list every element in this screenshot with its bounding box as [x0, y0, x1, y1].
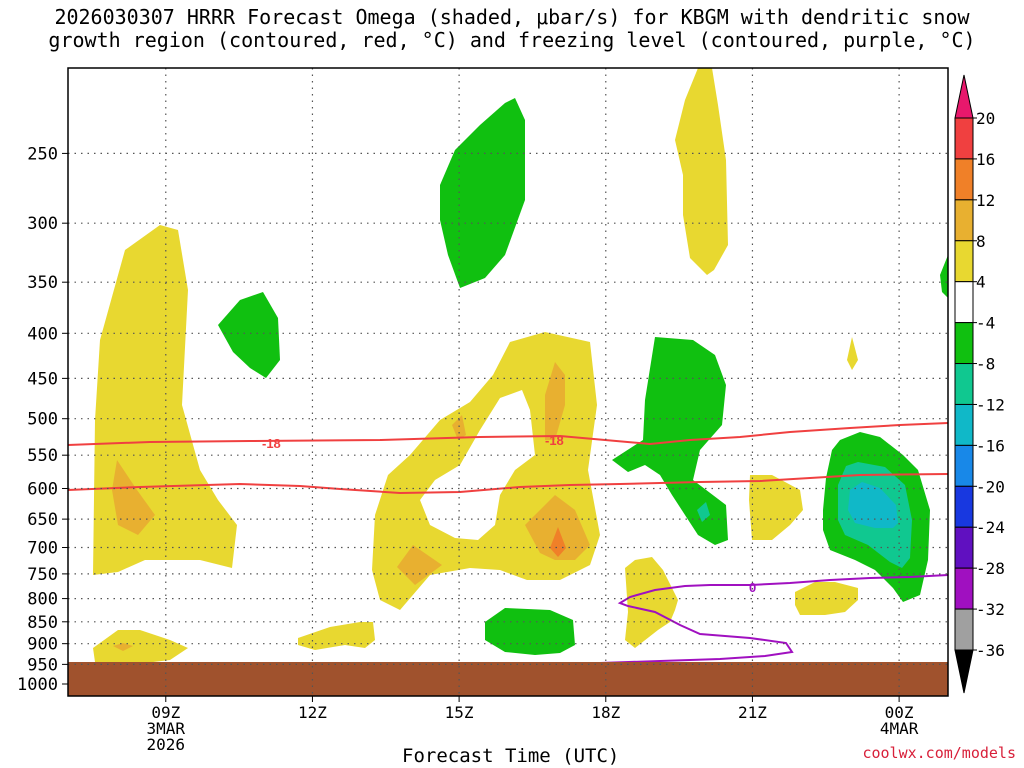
plot-area	[68, 68, 948, 696]
x-tick-label: 4MAR	[880, 719, 919, 738]
x-tick-label: 09Z	[151, 703, 180, 722]
chart-title-line2: growth region (contoured, red, °C) and f…	[48, 28, 976, 52]
colorbar-swatch	[954, 117, 974, 160]
colorbar-label: -36	[976, 641, 1005, 660]
colorbar-swatch	[954, 199, 974, 242]
colorbar-label: 20	[976, 109, 995, 128]
site-credit: coolwx.com/models	[862, 744, 1016, 762]
y-tick-label: 800	[27, 590, 58, 610]
colorbar-swatch	[954, 240, 974, 283]
omega-region-yellow	[675, 68, 728, 275]
x-tick-label: 2026	[147, 735, 186, 754]
dgz-top-contour-label: -18	[262, 436, 281, 451]
colorbar-label: -16	[976, 436, 1005, 455]
colorbar-label: 8	[976, 232, 986, 251]
omega-region-orange	[545, 362, 565, 440]
colorbar-label: -4	[976, 314, 995, 333]
colorbar-label: -12	[976, 395, 1005, 414]
colorbar-label: -20	[976, 477, 1005, 496]
freezing-level-contour	[537, 574, 948, 666]
colorbar-label: 4	[976, 273, 986, 292]
x-axis-title: Forecast Time (UTC)	[402, 745, 620, 767]
omega-region-teal	[697, 502, 710, 522]
omega-region-orange	[452, 415, 466, 440]
omega-region-yellow	[749, 475, 803, 540]
y-tick-label: 750	[27, 565, 58, 585]
omega-region-yellow	[625, 557, 678, 648]
gridlines	[68, 68, 948, 696]
y-tick-label: 300	[27, 214, 58, 234]
omega-region-yellow	[298, 622, 375, 650]
colorbar-swatch	[954, 322, 974, 365]
omega-region-green	[485, 608, 575, 655]
y-tick-label: 400	[27, 324, 58, 344]
chart-title-line1: 2026030307 HRRR Forecast Omega (shaded, …	[54, 5, 970, 29]
y-tick-label: 700	[27, 538, 58, 558]
omega-region-green	[440, 98, 525, 288]
colorbar: 20 16 12 8 4 -4 -8 -12 -16 -20 -24 -28 -32 -36	[954, 74, 1005, 694]
colorbar-swatch	[954, 158, 974, 201]
colorbar-swatch	[954, 403, 974, 446]
x-tick-label: 3MAR	[147, 719, 186, 738]
y-tick-label: 600	[27, 479, 58, 499]
omega-region-yellow	[93, 630, 188, 665]
colorbar-swatch	[954, 485, 974, 528]
y-tick-label: 950	[27, 655, 58, 675]
colorbar-swatch	[954, 281, 974, 324]
x-tick-label: 21Z	[738, 703, 767, 722]
y-tick-label: 900	[27, 635, 58, 655]
freezing-level-contour-label: 0	[749, 580, 756, 595]
colorbar-label: 16	[976, 150, 995, 169]
y-tick-label: 850	[27, 613, 58, 633]
omega-region-orange	[525, 495, 590, 560]
omega-region-red	[550, 527, 566, 557]
y-tick-label: 500	[27, 410, 58, 430]
omega-region-cyan	[848, 482, 898, 528]
terrain	[68, 662, 948, 696]
y-axis: 2503003504004505005506006507007508008509…	[17, 144, 68, 695]
x-tick-label: 15Z	[445, 703, 474, 722]
omega-region-green	[940, 255, 948, 298]
colorbar-bottom-arrow	[954, 649, 974, 694]
colorbar-swatch	[954, 363, 974, 405]
colorbar-swatch	[954, 444, 974, 487]
dgz-bottom-contour	[68, 473, 948, 495]
dgz-top-contour-label: -18	[545, 433, 564, 448]
omega-region-green	[218, 292, 280, 378]
omega-region-yellow	[847, 337, 858, 370]
omega-region-yellow	[93, 225, 237, 575]
y-tick-label: 550	[27, 446, 58, 466]
colorbar-swatch	[954, 567, 974, 610]
colorbar-swatch	[954, 608, 974, 651]
colorbar-top-arrow	[954, 74, 974, 119]
y-tick-label: 250	[27, 144, 58, 164]
colorbar-swatch	[954, 526, 974, 569]
omega-region-orange	[397, 545, 442, 585]
x-tick-label: 18Z	[591, 703, 620, 722]
colorbar-label: -32	[976, 600, 1005, 619]
y-tick-label: 350	[27, 273, 58, 293]
colorbar-label: -24	[976, 518, 1005, 537]
colorbar-label: 12	[976, 191, 995, 210]
omega-region-orange	[113, 643, 133, 651]
y-tick-label: 450	[27, 369, 58, 389]
y-tick-label: 650	[27, 510, 58, 530]
x-tick-label: 00Z	[885, 703, 914, 722]
colorbar-label: -8	[976, 355, 995, 374]
y-tick-label: 1000	[17, 675, 58, 695]
plot-frame	[67, 67, 949, 697]
omega-region-yellow	[795, 582, 858, 615]
colorbar-label: -28	[976, 559, 1005, 578]
x-tick-label: 12Z	[298, 703, 327, 722]
dgz-top-contour	[68, 422, 948, 446]
omega-region-orange	[112, 460, 155, 535]
